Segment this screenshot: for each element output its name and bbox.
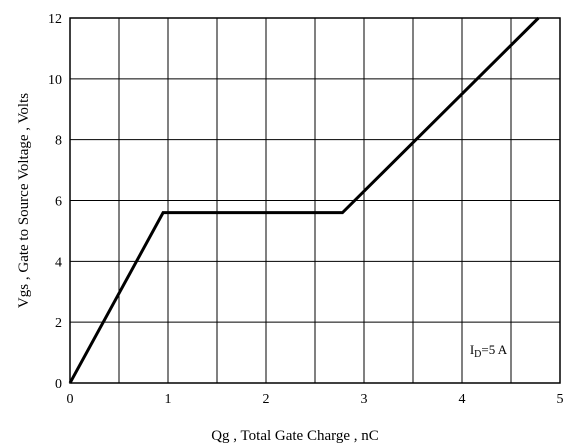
y-tick-label: 2 — [55, 316, 62, 331]
x-tick-labels: 0 1 2 3 4 5 — [67, 392, 564, 407]
x-tick-label: 5 — [557, 392, 564, 407]
y-tick-label: 4 — [55, 255, 62, 270]
y-tick-label: 8 — [55, 134, 62, 149]
x-tick-label: 3 — [361, 392, 368, 407]
plot-frame — [69, 17, 561, 384]
y-axis-label: Vgs , Gate to Source Voltage , Volts — [16, 93, 32, 308]
x-tick-label: 0 — [67, 392, 74, 407]
y-tick-label: 6 — [55, 195, 62, 210]
series-line — [68, 16, 540, 384]
x-tick-label: 1 — [165, 392, 172, 407]
y-tick-labels: 0 2 4 6 8 10 12 — [48, 12, 62, 392]
y-tick-label: 10 — [48, 73, 62, 88]
x-tick-label: 2 — [263, 392, 270, 407]
x-axis-label: Qg , Total Gate Charge , nC — [211, 428, 379, 444]
drain-current-annotation: ID=5 A — [470, 342, 508, 360]
x-tick-label: 4 — [459, 392, 466, 407]
y-tick-label: 12 — [48, 12, 62, 27]
y-tick-label: 0 — [55, 377, 62, 392]
grid-lines — [69, 17, 561, 384]
